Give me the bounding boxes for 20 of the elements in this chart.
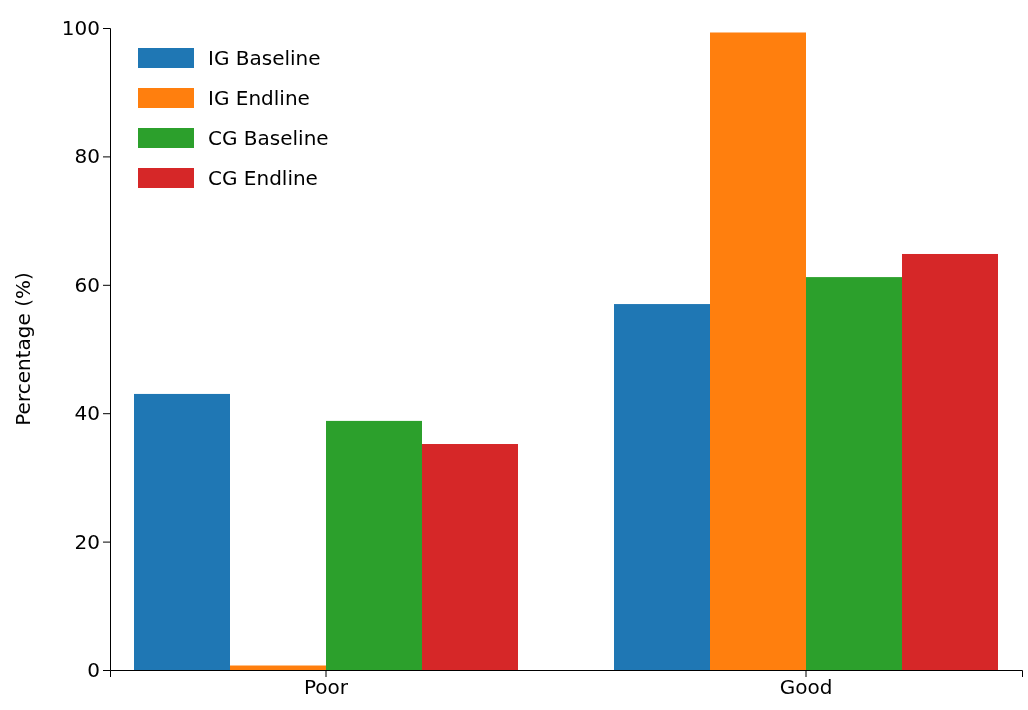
y-tick-label: 80 [74,144,100,169]
y-axis-title: Percentage (%) [11,272,35,426]
bar [422,444,518,670]
bar [134,393,230,670]
bar [710,32,806,670]
y-tick-label: 100 [61,15,100,40]
x-tick-label: Poor [303,675,349,700]
bar [806,277,902,670]
legend-label: CG Endline [208,166,318,190]
bar [902,253,998,670]
legend-label: CG Baseline [208,126,329,150]
y-tick-label: 0 [87,657,100,682]
legend-label: IG Endline [208,86,310,110]
x-tick-label: Good [779,675,833,700]
y-tick-label: 20 [74,529,100,554]
bar [326,420,422,670]
bar [614,304,710,670]
y-tick-label: 40 [74,401,100,426]
legend-label: IG Baseline [208,46,321,70]
y-tick-label: 60 [74,272,100,297]
